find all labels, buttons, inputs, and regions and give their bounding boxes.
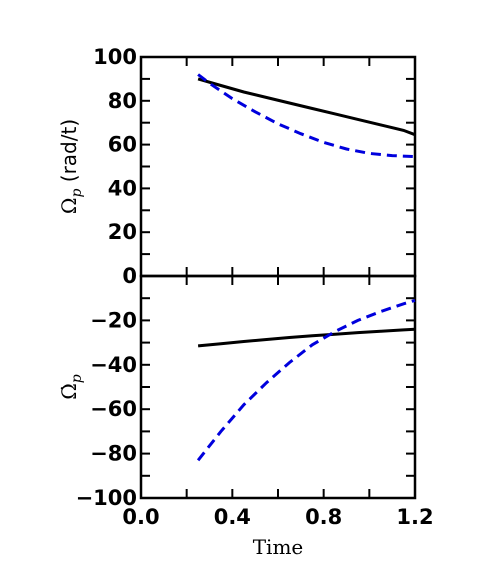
y-tick-label: −100 bbox=[76, 486, 137, 510]
y-tick-label: 20 bbox=[108, 220, 137, 244]
y-tick-label: 0 bbox=[122, 264, 137, 288]
x-tick-label: 0.0 bbox=[122, 505, 159, 529]
y-tick-label: 40 bbox=[108, 176, 137, 200]
x-tick-label: 0.8 bbox=[305, 505, 342, 529]
series-top-dashed-line bbox=[197, 73, 416, 159]
y-tick-label: 60 bbox=[108, 133, 137, 157]
y-tick-label: −80 bbox=[90, 442, 137, 466]
y-tick-label: 80 bbox=[108, 89, 137, 113]
y-axis-label-bottom: Ω̇p bbox=[57, 374, 85, 400]
y-tick-label: −60 bbox=[90, 397, 137, 421]
panel-top-frame bbox=[139, 55, 417, 278]
y-axis-label-top: Ωp (rad/t) bbox=[57, 119, 85, 214]
y-tick-label: −20 bbox=[90, 308, 137, 332]
panel-bottom-frame bbox=[139, 274, 417, 500]
series-bottom-dashed-line bbox=[196, 298, 416, 462]
y-tick-label: −40 bbox=[90, 353, 137, 377]
x-tick-label: 0.4 bbox=[214, 505, 251, 529]
x-axis-label: Time bbox=[253, 535, 304, 559]
series-bottom-solid-line bbox=[197, 327, 416, 348]
y-tick-label: 100 bbox=[93, 45, 137, 69]
x-tick-label: 1.2 bbox=[396, 505, 433, 529]
series-top-solid-line bbox=[197, 77, 416, 137]
